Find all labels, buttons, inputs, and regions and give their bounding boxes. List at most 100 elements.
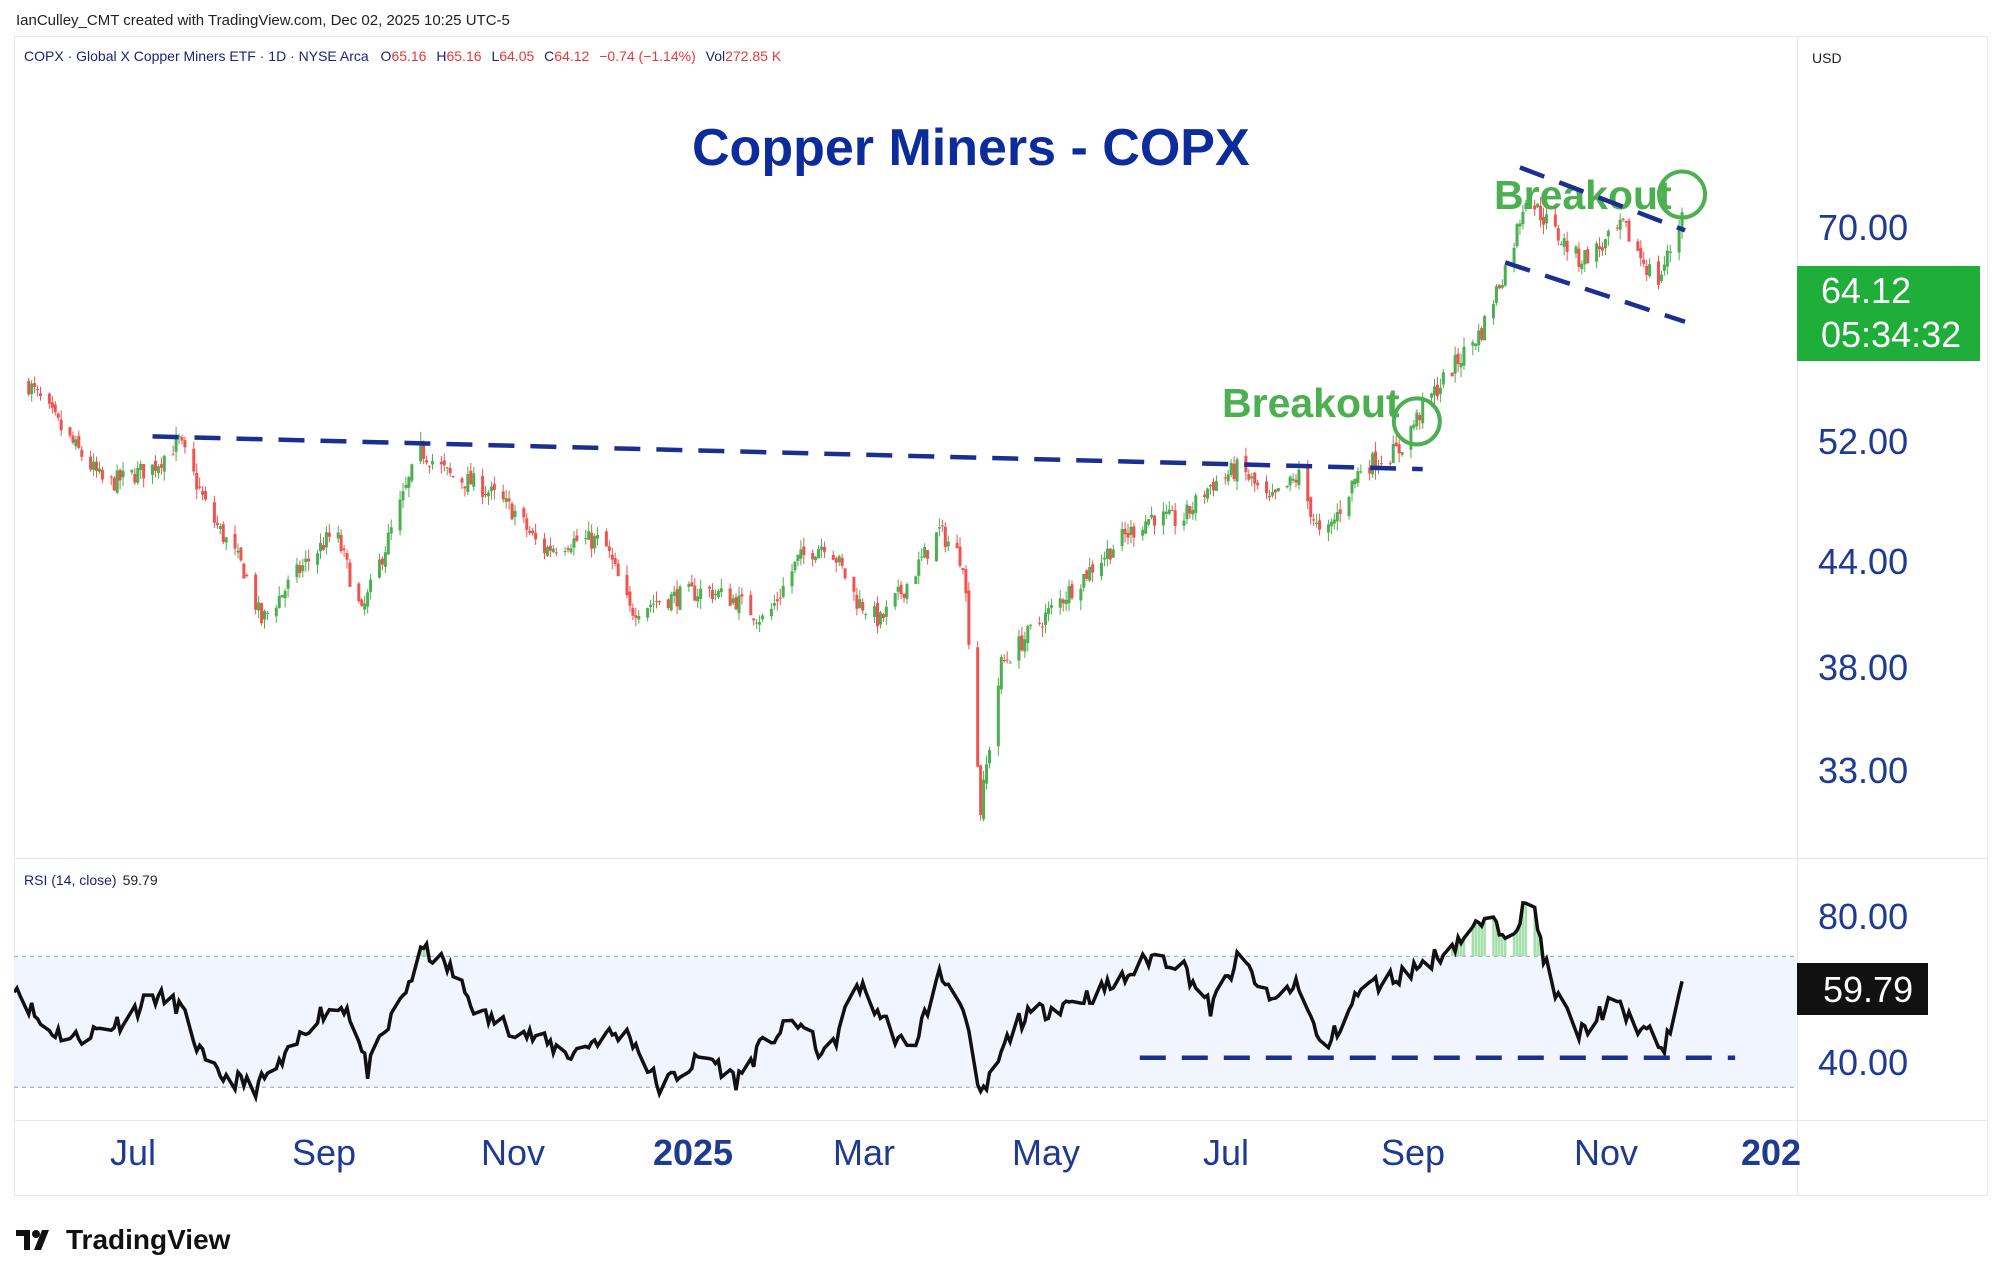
candle-body (778, 597, 782, 599)
candle-body (834, 558, 838, 563)
candle-body (1618, 219, 1622, 230)
candle-body (1680, 212, 1684, 231)
rsi-legend-label[interactable]: RSI (14, close) (24, 872, 117, 888)
candle-body (758, 622, 762, 625)
candle-body (307, 558, 311, 562)
candle-body (881, 614, 885, 619)
candle-body (159, 464, 163, 468)
pane-divider[interactable] (14, 858, 1988, 859)
candle-body (920, 556, 924, 558)
candle-body (1477, 330, 1481, 346)
candle-body (1677, 229, 1681, 253)
candle-body (1491, 304, 1495, 319)
candle-body (177, 436, 181, 438)
candle-body (934, 532, 938, 562)
rsi-legend[interactable]: RSI (14, close) 59.79 (24, 872, 158, 888)
chart-plot-area[interactable] (14, 36, 1797, 1120)
candle-body (926, 550, 930, 559)
candle-body (1350, 480, 1354, 494)
candle-body (422, 444, 426, 459)
candle-body (133, 473, 137, 483)
candle-body (1471, 342, 1475, 346)
rsi-legend-value: 59.79 (122, 872, 158, 888)
time-axis-divider (14, 1120, 1988, 1121)
candle-body (1256, 482, 1260, 486)
candle-body (985, 764, 989, 784)
candle-body (389, 527, 393, 534)
candle-body (428, 466, 432, 468)
candle-body (652, 603, 656, 605)
candle-body (708, 586, 712, 589)
symbol-legend[interactable]: COPX · Global X Copper Miners ETF · 1D ·… (24, 48, 787, 64)
candle-body (590, 532, 594, 549)
candle-body (625, 574, 629, 596)
candle-body (100, 469, 104, 480)
candle-body (1126, 532, 1130, 538)
candle-body (1603, 239, 1607, 249)
candle-body (407, 477, 411, 488)
candle-body (525, 518, 529, 530)
candle-body (419, 441, 423, 462)
candle-body (383, 552, 387, 567)
candle-body (1079, 588, 1083, 601)
candle-body (156, 466, 160, 474)
candle-body (1379, 463, 1383, 465)
candle-body (369, 579, 373, 592)
chart-frame (14, 36, 1988, 1196)
candle-body (1397, 444, 1401, 454)
candle-body (1371, 453, 1375, 475)
candle-body (914, 576, 918, 584)
candle-body (257, 602, 261, 611)
candle-body (71, 435, 75, 443)
candle-body (634, 615, 638, 618)
candle-body (831, 554, 835, 560)
high-label: H (436, 48, 447, 64)
candle-body (955, 542, 959, 549)
candle-body (380, 558, 384, 565)
symbol-description[interactable]: COPX · Global X Copper Miners ETF · 1D ·… (24, 48, 369, 64)
candle-body (855, 594, 859, 609)
candle-body (637, 616, 641, 620)
candle-body (74, 439, 78, 447)
time-label: Jul (109, 1132, 157, 1173)
candle-body (604, 531, 608, 547)
candle-body (1064, 599, 1068, 605)
candle-body (534, 532, 538, 540)
candle-body (858, 599, 862, 609)
low-value: 64.05 (499, 48, 535, 64)
candle-body (837, 556, 841, 563)
candle-body (130, 469, 134, 473)
candle-body (961, 568, 965, 571)
candle-body (796, 554, 800, 562)
currency-label[interactable]: USD (1812, 50, 1842, 66)
candle-body (53, 404, 57, 413)
candle-body (484, 493, 488, 495)
high-value: 65.16 (446, 48, 482, 64)
candle-body (109, 476, 113, 478)
candle-body (1085, 570, 1089, 579)
candle-body (596, 535, 600, 539)
candle-body (1008, 662, 1012, 664)
candle-body (1291, 478, 1295, 481)
breakout-annotation-upper: Breakout (1494, 172, 1672, 218)
candle-body (958, 546, 962, 566)
price-tick: 70.00 (1818, 207, 1909, 248)
candle-body (118, 469, 122, 481)
candle-body (1503, 265, 1507, 286)
candle-body (528, 530, 532, 533)
candle-body (1394, 442, 1398, 447)
candle-body (239, 547, 243, 561)
candle-body (430, 461, 434, 465)
candle-body (286, 579, 290, 589)
candle-body (1521, 211, 1525, 225)
candle-body (1088, 567, 1092, 581)
candle-body (719, 588, 723, 593)
candle-body (1043, 612, 1047, 625)
breakout-annotation-lower: Breakout (1222, 380, 1400, 426)
candle-body (1191, 509, 1195, 515)
tradingview-logo[interactable]: TradingView (16, 1224, 230, 1256)
candle-body (1247, 474, 1251, 480)
candle-body (1038, 622, 1042, 624)
candle-body (321, 544, 325, 550)
rsi-value-tag: 59.79 (1797, 963, 1928, 1015)
